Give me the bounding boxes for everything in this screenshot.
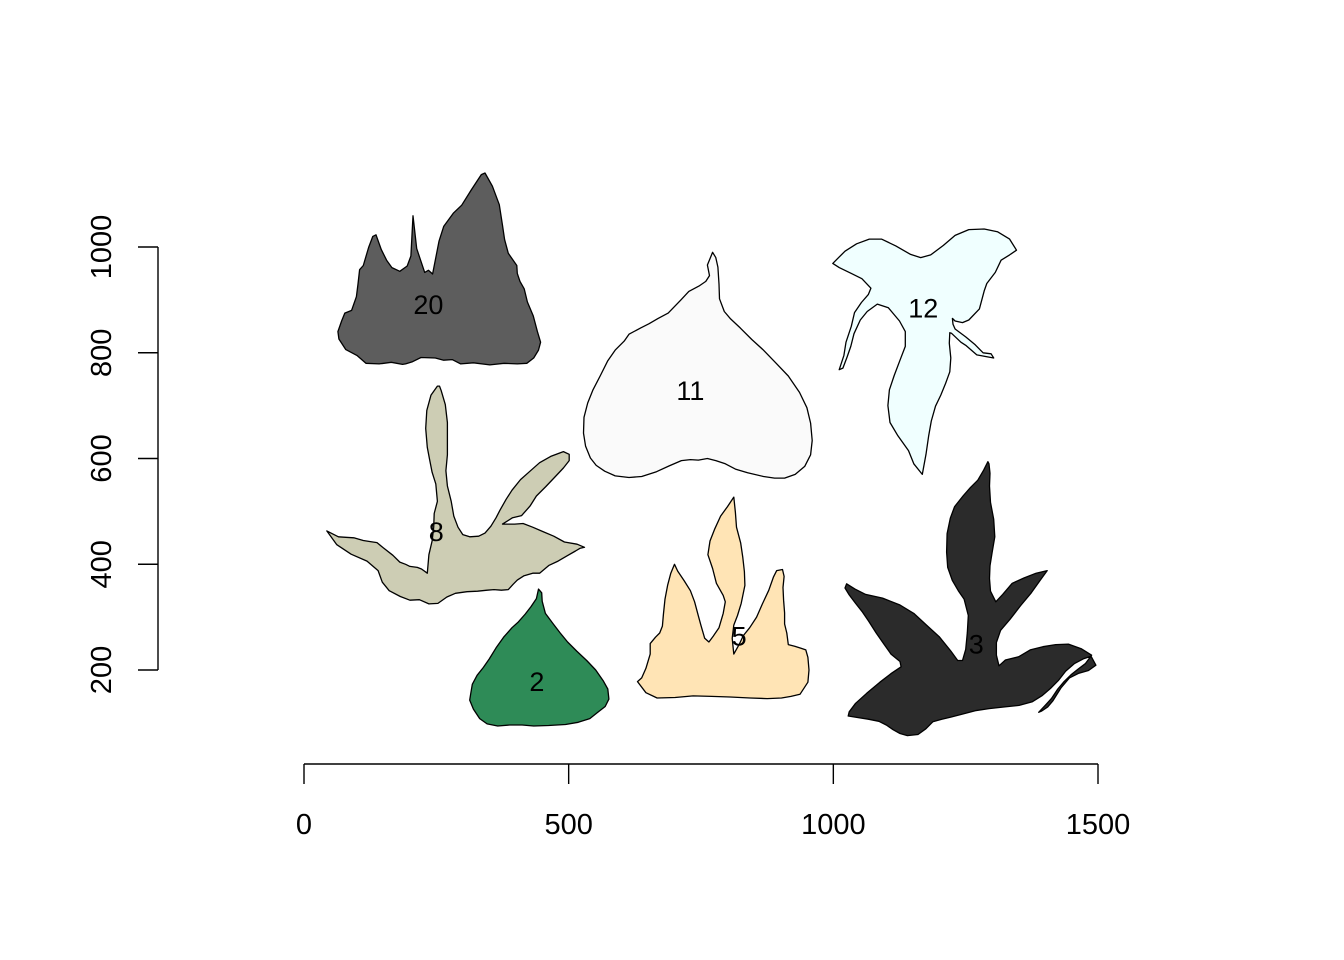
leaf-label-12: 12: [908, 294, 938, 324]
x-tick-label: 1000: [801, 809, 866, 841]
x-tick-label: 1500: [1066, 809, 1131, 841]
leaf-shape-11: [582, 251, 813, 479]
leaf-shape-12: [832, 228, 1018, 476]
leaf-label-5: 5: [732, 621, 747, 651]
leaf-shape-3: [844, 461, 1097, 737]
leaf-label-11: 11: [676, 376, 704, 406]
y-tick-label: 800: [86, 329, 118, 377]
y-axis: 200 400 600 800 1000: [86, 215, 159, 694]
leaf-shapes: 20 11 12 8 2 5 3: [326, 172, 1097, 737]
x-axis: 0 500 1000 1500: [296, 763, 1131, 841]
leaf-label-20: 20: [413, 290, 443, 320]
leaf-shape-2: [469, 588, 610, 727]
x-tick-label: 500: [544, 809, 592, 841]
y-tick-label: 1000: [86, 215, 118, 280]
leaf-label-2: 2: [529, 667, 544, 697]
x-tick-label: 0: [296, 809, 312, 841]
leaf-shape-20: [337, 172, 542, 366]
leaf-label-3: 3: [969, 629, 984, 659]
leaf-shape-5: [636, 496, 810, 700]
leaf-label-8: 8: [429, 517, 444, 547]
y-tick-label: 400: [86, 540, 118, 588]
y-tick-label: 600: [86, 434, 118, 482]
y-tick-label: 200: [86, 646, 118, 694]
leaf-shape-8: [326, 385, 586, 605]
